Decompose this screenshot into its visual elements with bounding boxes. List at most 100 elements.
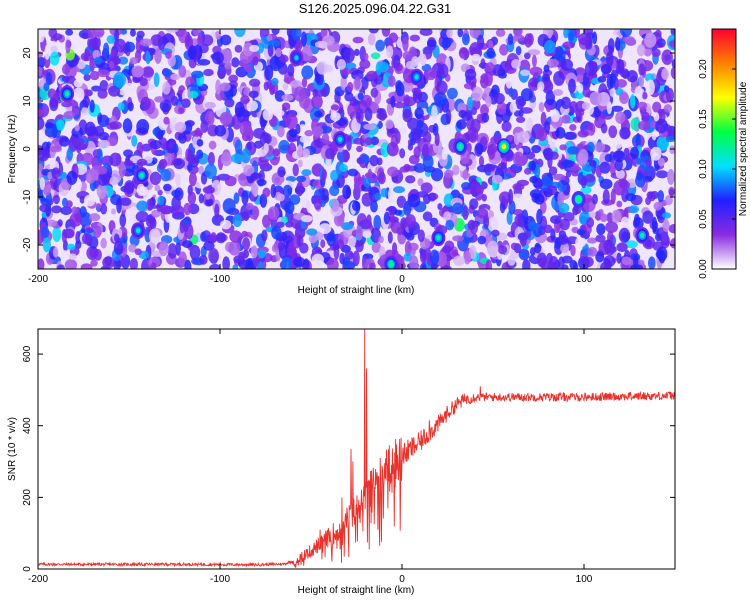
spectrogram-cell: [316, 61, 328, 75]
spectrogram-cell: [555, 48, 566, 62]
spectrogram-cell: [134, 248, 142, 256]
spectrogram-cell: [635, 132, 641, 149]
spectrogram-cell: [534, 242, 542, 254]
snr-chart: -200 -100 0 100 0 200 400 600 Height of straigh…: [7, 328, 676, 596]
spectrogram-cell: [262, 214, 271, 228]
colorbar-gradient: [711, 28, 737, 270]
spectrogram-cell: [550, 215, 562, 224]
spectrogram-cell: [281, 256, 293, 269]
spectrogram-cell: [650, 146, 662, 161]
spectrogram-hotspot: [576, 196, 581, 203]
spectrogram-cell: [45, 122, 54, 129]
snr-y-tick-label: 200: [22, 489, 33, 506]
spectrogram-cell: [531, 54, 537, 68]
spectrogram-cell: [527, 49, 541, 56]
spectrogram-cell: [636, 44, 646, 57]
spectrogram-cell: [131, 135, 138, 147]
spectrogram-cell: [178, 133, 187, 144]
spectrogram-cell: [282, 184, 293, 198]
spectrogram-cell: [49, 98, 59, 112]
spectrogram-cell: [38, 56, 46, 68]
spectrogram-cell: [191, 70, 204, 79]
spectrogram-cell: [595, 251, 605, 263]
spectrogram-cell: [653, 201, 663, 211]
spectrogram-cell: [422, 211, 433, 222]
spectrogram-cell: [491, 229, 500, 237]
spectrogram-cell: [38, 109, 45, 117]
spectrogram-cell: [214, 125, 227, 137]
spectrogram-cell: [263, 142, 269, 154]
spectrogram-cell: [241, 148, 251, 164]
spectrogram-cell: [499, 44, 509, 56]
spectrogram-cell: [267, 206, 280, 220]
spectrogram-cell: [347, 103, 357, 118]
spectrogram-cell: [154, 96, 165, 103]
spectrogram-cell: [271, 225, 282, 240]
spectrogram-cell: [582, 243, 590, 257]
spectrogram-cell: [97, 166, 108, 175]
spectrogram-cell: [574, 29, 581, 38]
spectrogram-cell: [355, 239, 364, 253]
colorbar-tick-label: 0.10: [698, 159, 709, 179]
spectrogram-cell: [278, 54, 289, 64]
spectrogram-cell: [171, 189, 182, 198]
spectrogram-cell: [187, 149, 194, 166]
spectrogram-cell: [330, 111, 341, 122]
spectrogram-cell: [507, 188, 514, 205]
spectrogram-cell: [234, 44, 243, 53]
spectrogram-y-tick-label: 10: [22, 95, 33, 107]
spectrogram-cell: [271, 29, 280, 36]
spectrogram-cell: [150, 262, 157, 269]
spectrogram-cell: [528, 160, 537, 171]
spectrogram-cell: [136, 142, 144, 155]
spectrogram-cell: [277, 166, 286, 178]
spectrogram-hotspot: [139, 172, 144, 179]
spectrogram-cell: [38, 258, 45, 269]
spectrogram-cell: [550, 58, 559, 68]
spectrogram-cell: [545, 90, 555, 106]
spectrogram-cell: [511, 193, 524, 202]
spectrogram-cell: [230, 36, 238, 47]
spectrogram-cell: [94, 248, 102, 261]
spectrogram-cell: [45, 219, 57, 227]
spectrogram-cell: [550, 228, 556, 241]
spectrogram-cell: [312, 125, 324, 137]
spectrogram-cell: [346, 136, 352, 151]
spectrogram-cell: [586, 217, 595, 228]
spectrogram-y-tick-label: -10: [22, 189, 33, 204]
spectrogram-cell: [651, 216, 658, 233]
spectrogram-cell: [246, 100, 258, 112]
spectrogram-cell: [332, 241, 340, 251]
spectrogram-cell: [635, 173, 646, 188]
spectrogram-cell: [197, 32, 203, 47]
spectrogram-cell: [562, 41, 575, 49]
spectrogram-cell: [594, 142, 606, 153]
spectrogram-cell: [655, 118, 668, 134]
spectrogram-cell: [620, 216, 630, 230]
spectrogram-cell: [519, 234, 527, 247]
spectrogram-cell: [563, 29, 570, 39]
spectrogram-cell: [529, 176, 539, 184]
spectrogram-cell: [215, 79, 221, 95]
spectrogram-cell: [364, 107, 373, 121]
spectrogram-cell: [444, 169, 454, 178]
spectrogram-cell: [560, 59, 574, 71]
spectrogram-cell: [200, 120, 209, 133]
spectrogram-cell: [73, 79, 83, 88]
spectrogram-cell: [452, 164, 460, 176]
spectrogram-cell: [222, 256, 230, 269]
spectrogram-cell: [602, 189, 610, 205]
spectrogram-cell: [520, 88, 533, 102]
spectrogram-cell: [52, 247, 59, 258]
spectrogram-cell: [139, 38, 153, 47]
spectrogram-cell: [606, 212, 614, 223]
spectrogram-cell: [570, 245, 576, 257]
spectrogram-cell: [325, 147, 336, 160]
spectrogram-cell: [72, 87, 85, 102]
spectrogram-cell: [200, 34, 214, 47]
spectrogram-cell: [575, 74, 585, 83]
spectrogram-cell: [368, 29, 379, 34]
spectrogram-cell: [188, 203, 200, 215]
spectrogram-cell: [359, 59, 371, 70]
spectrogram-cell: [441, 37, 452, 49]
